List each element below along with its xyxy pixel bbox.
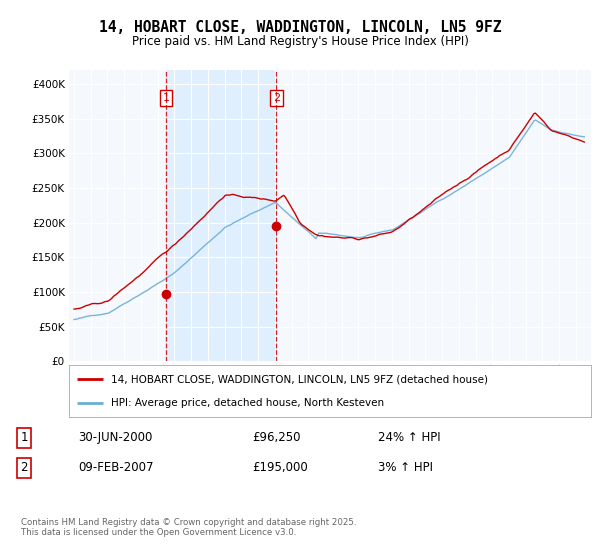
Text: £96,250: £96,250: [252, 431, 301, 445]
Text: 14, HOBART CLOSE, WADDINGTON, LINCOLN, LN5 9FZ (detached house): 14, HOBART CLOSE, WADDINGTON, LINCOLN, L…: [111, 374, 488, 384]
Text: 24% ↑ HPI: 24% ↑ HPI: [378, 431, 440, 445]
Text: 1: 1: [163, 93, 170, 102]
Text: 30-JUN-2000: 30-JUN-2000: [78, 431, 152, 445]
Text: 14, HOBART CLOSE, WADDINGTON, LINCOLN, LN5 9FZ: 14, HOBART CLOSE, WADDINGTON, LINCOLN, L…: [99, 20, 501, 35]
Text: 09-FEB-2007: 09-FEB-2007: [78, 461, 154, 474]
Text: 2: 2: [273, 93, 280, 102]
Text: 2: 2: [20, 461, 28, 474]
Text: Contains HM Land Registry data © Crown copyright and database right 2025.
This d: Contains HM Land Registry data © Crown c…: [21, 518, 356, 538]
Bar: [166, 70, 277, 361]
Text: Price paid vs. HM Land Registry's House Price Index (HPI): Price paid vs. HM Land Registry's House …: [131, 35, 469, 48]
Text: HPI: Average price, detached house, North Kesteven: HPI: Average price, detached house, Nort…: [111, 398, 384, 408]
Text: 3% ↑ HPI: 3% ↑ HPI: [378, 461, 433, 474]
Text: 1: 1: [20, 431, 28, 445]
Text: £195,000: £195,000: [252, 461, 308, 474]
